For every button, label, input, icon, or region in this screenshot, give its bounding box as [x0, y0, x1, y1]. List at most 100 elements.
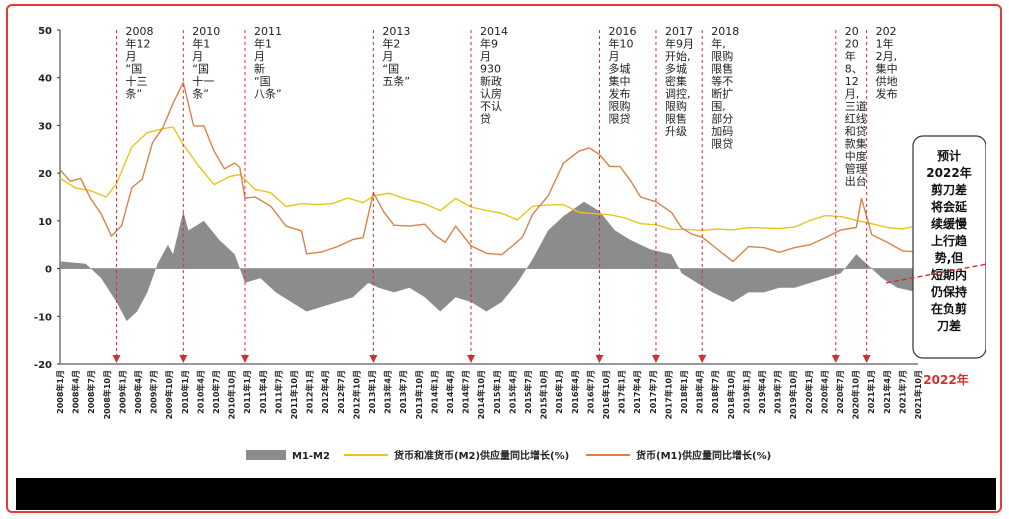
- event-annotation-text: 2014: [480, 25, 508, 38]
- event-annotation-text: 2011: [254, 25, 282, 38]
- x-tick-label: 2008年1月: [55, 370, 65, 414]
- event-annotation-text: 2017: [665, 25, 693, 38]
- event-annotation-text: 集中: [608, 74, 630, 88]
- x-tick-label: 2020年7月: [835, 370, 845, 414]
- x-tick-label: 2010年1月: [180, 370, 190, 414]
- x-tick-label: 2018年10月: [726, 370, 736, 419]
- event-annotation-text: 升级: [665, 125, 687, 138]
- x-tick-label: 2019年10月: [788, 370, 798, 419]
- x-tick-label: 2017年4月: [632, 370, 642, 414]
- x-tick-label: 2017年10月: [663, 370, 673, 419]
- event-annotation-text: “国: [254, 75, 271, 88]
- x-tick-label: 2013年1月: [367, 370, 377, 414]
- event-annotation-text: 条”: [192, 87, 209, 101]
- x-tick-label: 2014年10月: [476, 370, 486, 419]
- screenshot-frame: [6, 4, 1002, 513]
- event-annotation-text: 发布: [608, 87, 630, 101]
- y-tick-label: 20: [38, 169, 52, 180]
- x-tick-label: 2020年1月: [804, 370, 814, 414]
- event-annotation-text: 贷: [480, 112, 491, 126]
- event-annotation-text: 开始,: [665, 49, 691, 63]
- x-tick-label: 2021年4月: [882, 370, 892, 414]
- callout-box: [912, 135, 986, 359]
- event-annotation-text: 中度: [845, 149, 867, 163]
- x-tick-label: 2021年7月: [897, 370, 907, 414]
- x-tick-label: 2010年10月: [227, 370, 237, 419]
- y-tick-label: 30: [38, 121, 52, 132]
- event-annotation-text: 围,: [711, 100, 726, 113]
- event-annotation-text: 密集: [665, 74, 687, 88]
- event-annotation-text: “国: [126, 63, 143, 76]
- m1-m2-area: [60, 201, 918, 322]
- x-tick-label: 2015年7月: [523, 370, 533, 414]
- x-axis-tick-labels: 2008年1月 2008年4月 2008年7月 2008年10月 2009年1月 2009…: [55, 370, 923, 419]
- event-annotation-text: 202: [876, 25, 897, 38]
- x-tick-label: 2009年7月: [149, 370, 159, 414]
- event-annotation-text: 限贷: [711, 137, 733, 151]
- event-annotation-text: “国: [192, 63, 209, 76]
- event-annotation-text: 20: [845, 38, 859, 51]
- event-annotation-text: 限购: [665, 99, 687, 113]
- event-annotation-text: 部分: [711, 112, 733, 126]
- callout-text: 续缓慢: [931, 216, 968, 231]
- event-annotation-text: 2008: [126, 25, 154, 38]
- x-tick-label: 2012年4月: [320, 370, 330, 414]
- event-marker-arrow: [112, 355, 121, 363]
- event-annotation-text: 2月,: [876, 50, 898, 63]
- event-annotation-text: 2013: [382, 25, 410, 38]
- x-tick-label: 2014年1月: [429, 370, 439, 414]
- y-tick-label: 40: [38, 74, 52, 85]
- event-marker-arrow: [595, 355, 604, 363]
- line-series: [59, 81, 919, 263]
- event-annotation-text: 认房: [480, 88, 502, 101]
- forecast-year-label: 2022年: [923, 372, 968, 387]
- event-marker-arrow: [831, 355, 840, 363]
- event-annotation-text: 十三: [126, 74, 148, 88]
- x-tick-label: 2011年7月: [273, 370, 283, 414]
- x-tick-label: 2016年7月: [585, 370, 595, 414]
- callout-text: 势,但: [935, 250, 964, 265]
- event-annotation-text: 月: [254, 50, 265, 63]
- event-annotation-text: 多城: [608, 62, 630, 76]
- m1-m2-area-series: [60, 201, 918, 322]
- callout-text: 上行趋: [931, 233, 968, 248]
- event-annotation-text: 和贷: [845, 124, 867, 138]
- event-annotation-text: 供地: [876, 74, 898, 88]
- event-marker-arrow: [467, 355, 476, 363]
- event-annotation-text: 1年: [876, 37, 894, 51]
- event-annotation-text: 发布: [876, 87, 898, 101]
- event-annotation-text: 月: [480, 50, 491, 63]
- event-annotation-text: 调控,: [665, 87, 691, 101]
- event-annotation-text: 限售: [711, 62, 733, 76]
- callout-text: 将会延: [931, 199, 968, 214]
- x-tick-label: 2008年4月: [71, 370, 81, 414]
- x-tick-label: 2009年1月: [117, 370, 127, 414]
- event-annotation-text: 年1: [254, 37, 272, 51]
- x-tick-label: 2009年4月: [133, 370, 143, 414]
- event-annotation-text: 年,: [711, 37, 726, 51]
- event-annotation-text: 8、: [845, 63, 863, 76]
- event-annotation-text: 年12: [126, 37, 151, 51]
- event-annotation-text: 红线: [845, 112, 867, 126]
- policy-event-markers: 2008年12月“国十三条”2010年1月“国十一条”2011年1月新“国八条”…: [112, 25, 898, 363]
- x-tick-label: 2016年10月: [601, 370, 611, 419]
- event-annotation-text: 限购: [711, 49, 733, 63]
- event-annotation-text: 八条”: [254, 87, 282, 101]
- event-annotation-text: 20: [845, 25, 859, 38]
- event-annotation-text: 不认: [480, 100, 502, 113]
- callout-text: 2022年: [926, 165, 971, 180]
- x-tick-label: 2013年10月: [414, 370, 424, 419]
- x-tick-label: 2019年1月: [741, 370, 751, 414]
- event-annotation-text: 五条”: [382, 74, 410, 88]
- event-annotation-text: 年10: [608, 37, 633, 51]
- event-annotation-text: 12: [845, 75, 859, 88]
- event-annotation-text: 年9月: [665, 37, 694, 51]
- event-annotation-text: 管理: [845, 162, 867, 176]
- x-tick-label: 2011年10月: [289, 370, 299, 419]
- event-annotation-text: 年9: [480, 37, 498, 51]
- event-annotation-text: 三道: [845, 99, 867, 113]
- legend-label-m2: 货币和准货币(M2)供应量同比增长(%): [394, 449, 569, 462]
- callout-text: 短期内: [931, 267, 967, 282]
- event-annotation-text: 月: [192, 50, 203, 63]
